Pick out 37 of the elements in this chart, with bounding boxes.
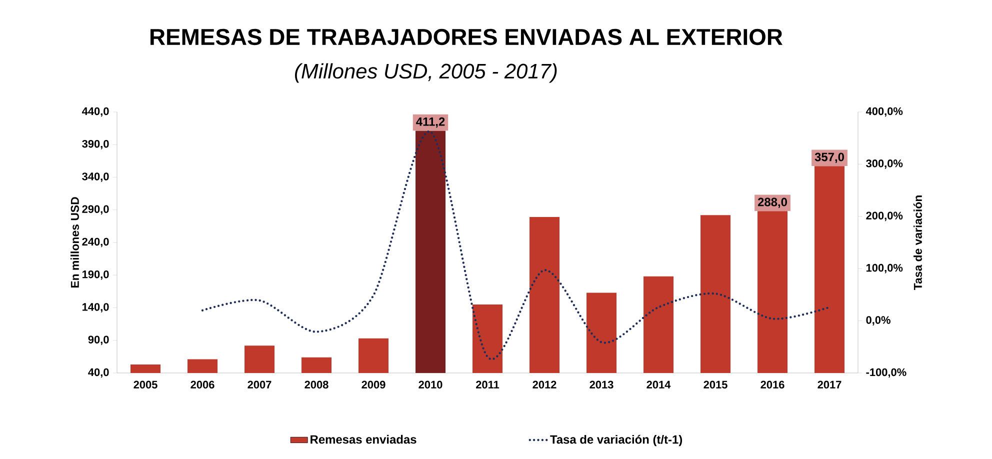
y2-tick-label: 200,0%: [866, 212, 903, 222]
x-tick-label: 2010: [418, 380, 442, 389]
y2-axis-title: Tasa de variación: [913, 196, 922, 290]
y-tick-label: 140,0: [82, 303, 109, 312]
y2-tick-label: 0,0%: [866, 316, 890, 326]
x-tick-label: 2009: [362, 380, 386, 389]
x-tick-label: 2012: [532, 380, 556, 389]
data-label: 357,0: [814, 152, 844, 163]
x-tick-label: 2006: [190, 380, 214, 389]
y-tick-label: 290,0: [82, 205, 109, 215]
y2-tick-label: 300,0%: [866, 160, 903, 169]
x-tick-label: 2017: [818, 380, 842, 389]
legend-label: Remesas enviadas: [310, 434, 416, 444]
y-tick-label: 240,0: [82, 238, 109, 248]
x-tick-label: 2014: [646, 380, 671, 389]
x-tick-label: 2016: [760, 380, 784, 389]
x-tick-label: 2005: [134, 380, 158, 389]
legend-label: Tasa de variación (t/t-1): [550, 434, 682, 446]
y-tick-label: 40,0: [88, 368, 109, 378]
x-tick-label: 2007: [248, 380, 272, 389]
chart-subtitle: (Millones USD, 2005 - 2017): [295, 63, 557, 83]
y-tick-label: 340,0: [82, 172, 109, 182]
data-label: 288,0: [758, 198, 787, 208]
y2-tick-label: 100,0%: [866, 264, 903, 274]
y-tick-label: 440,0: [82, 107, 109, 117]
x-tick-label: 2013: [590, 380, 614, 389]
x-tick-label: 2015: [704, 380, 728, 389]
x-tick-label: 2008: [304, 380, 328, 389]
chart-title: REMESAS DE TRABAJADORES ENVIADAS AL EXTERIOR: [150, 28, 783, 46]
y-tick-label: 90,0: [88, 336, 109, 346]
x-tick-label: 2011: [476, 380, 500, 389]
y2-tick-label: 400,0%: [866, 107, 903, 117]
y2-tick-label: -100,0%: [866, 368, 906, 378]
y-tick-label: 390,0: [82, 140, 109, 150]
data-label: 411,2: [416, 117, 445, 128]
y-axis-title: En millones USD: [70, 197, 79, 288]
y-tick-label: 190,0: [82, 270, 109, 280]
